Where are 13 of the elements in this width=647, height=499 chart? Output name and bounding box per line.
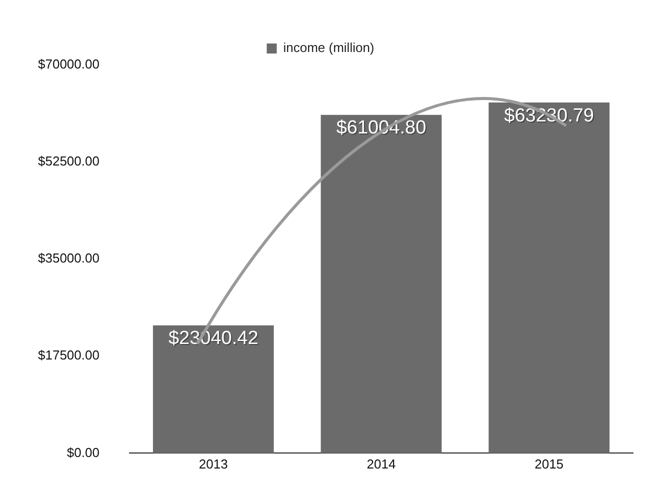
data-label: $63230.79 [504, 105, 594, 126]
bar [320, 114, 442, 454]
y-tick-label: $35000.00 [38, 250, 100, 266]
y-tick-label: $0.00 [66, 444, 100, 460]
bar [152, 325, 274, 454]
legend-label: income (million) [283, 40, 374, 56]
x-tick-label: 2013 [198, 456, 228, 472]
x-tick-label: 2014 [366, 456, 396, 472]
x-tick-label: 2015 [534, 456, 564, 472]
y-tick-label: $70000.00 [38, 56, 100, 72]
y-tick-label: $17500.00 [38, 348, 100, 363]
y-tick-label: $52500.00 [38, 154, 100, 169]
bar [488, 102, 610, 454]
